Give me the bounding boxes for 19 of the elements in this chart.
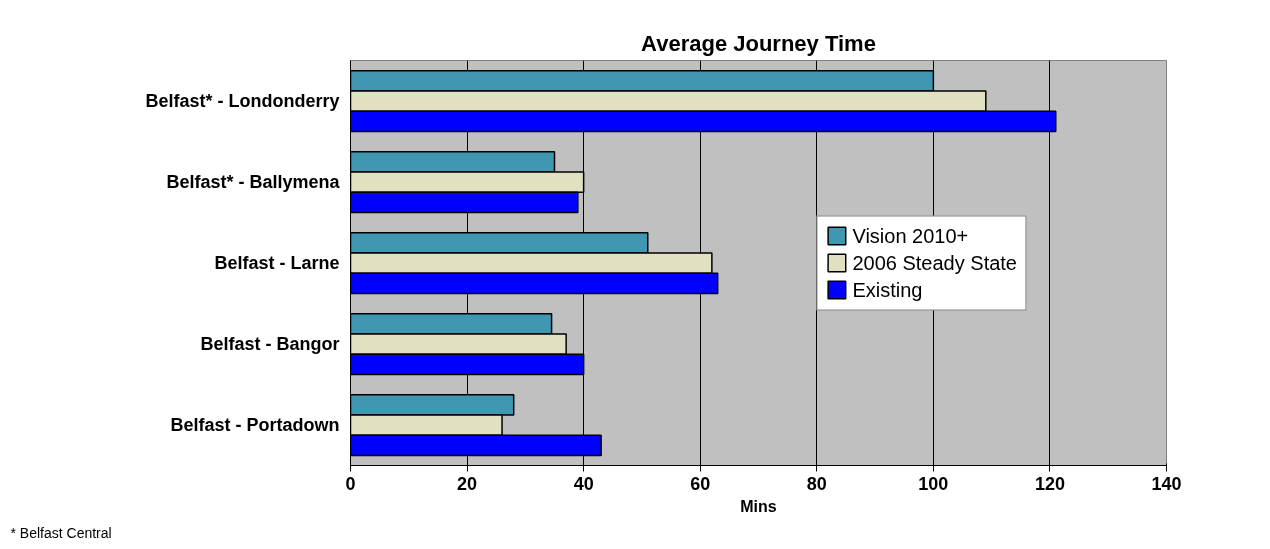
- x-tick-label: 20: [457, 473, 478, 494]
- y-tick-label: Belfast - Portadown: [170, 415, 340, 435]
- x-axis-title: Mins: [740, 497, 777, 515]
- x-tick-label: 40: [573, 473, 594, 494]
- chart-title: Average Journey Time: [641, 30, 876, 56]
- text: * Belfast Central: [10, 524, 112, 541]
- y-tick-label: Belfast - Bangor: [200, 334, 340, 354]
- legend-label: 2006 Steady State: [852, 251, 1017, 274]
- y-tick-label: Belfast* - Ballymena: [166, 172, 341, 192]
- legend-label: Vision 2010+: [852, 224, 969, 247]
- x-tick-label: 120: [1034, 473, 1065, 494]
- y-tick-label: Belfast* - Londonderry: [145, 91, 340, 111]
- y-tick-label: Belfast - Larne: [214, 253, 340, 273]
- legend-label: Existing: [852, 278, 923, 301]
- x-tick-label: 100: [918, 473, 949, 494]
- x-tick-label: 80: [806, 473, 827, 494]
- x-tick-label: 0: [345, 473, 356, 494]
- x-tick-label: 60: [690, 473, 711, 494]
- x-tick-label: 140: [1151, 473, 1182, 494]
